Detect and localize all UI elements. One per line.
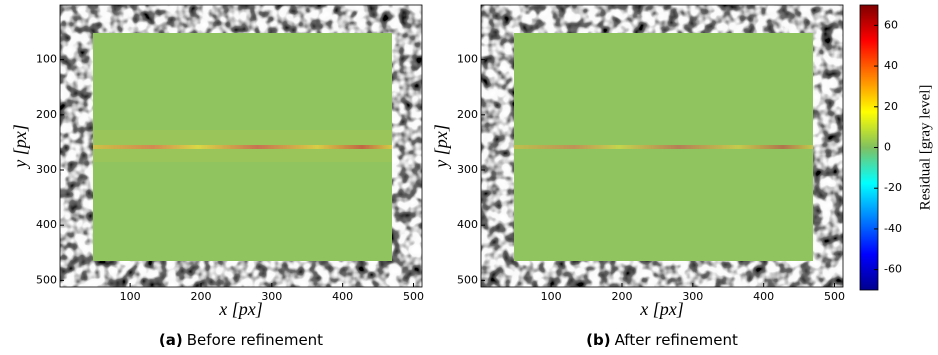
axes-frame bbox=[59, 4, 423, 288]
caption-text: Before refinement bbox=[187, 331, 323, 349]
residual-band bbox=[93, 145, 392, 149]
x-axis-label: x [px] bbox=[218, 299, 263, 319]
y-tick-label: 500 bbox=[457, 273, 478, 286]
y-tick-label: 400 bbox=[457, 218, 478, 231]
axes-frame bbox=[480, 4, 844, 288]
colorbar-tick-label: -20 bbox=[884, 181, 902, 194]
x-tick-label: 200 bbox=[190, 290, 211, 303]
x-tick-label: 400 bbox=[332, 290, 353, 303]
colorbar-tick-label: 40 bbox=[884, 59, 898, 72]
y-tick-label: 200 bbox=[457, 108, 478, 121]
x-axis-label: x [px] bbox=[639, 299, 684, 319]
colorbar-tick-label: 0 bbox=[884, 141, 891, 154]
y-axis-label: y [px] bbox=[431, 124, 451, 170]
y-tick-label: 300 bbox=[457, 163, 478, 176]
y-tick-label: 200 bbox=[36, 108, 57, 121]
caption-label: (a) bbox=[159, 331, 183, 349]
x-tick-label: 200 bbox=[611, 290, 632, 303]
colorbar-tick-label: -40 bbox=[884, 222, 902, 235]
y-tick-label: 300 bbox=[36, 163, 57, 176]
x-tick-label: 500 bbox=[403, 290, 424, 303]
y-tick-label: 100 bbox=[36, 53, 57, 66]
x-tick-label: 300 bbox=[261, 290, 282, 303]
y-tick-label: 400 bbox=[36, 218, 57, 231]
caption: (a) Before refinement bbox=[159, 331, 323, 349]
colorbar-label: Residual [gray level] bbox=[917, 85, 933, 211]
x-tick-label: 500 bbox=[824, 290, 845, 303]
residual-band bbox=[514, 145, 813, 149]
caption: (b) After refinement bbox=[586, 331, 738, 349]
caption-text: After refinement bbox=[615, 331, 738, 349]
y-axis-label: y [px] bbox=[10, 124, 30, 170]
y-tick-label: 100 bbox=[457, 53, 478, 66]
residual-ripple bbox=[93, 130, 392, 162]
caption-label: (b) bbox=[586, 331, 610, 349]
y-tick-label: 500 bbox=[36, 273, 57, 286]
colorbar-tick-label: 60 bbox=[884, 18, 898, 31]
x-tick-label: 400 bbox=[753, 290, 774, 303]
x-tick-label: 100 bbox=[120, 290, 141, 303]
colorbar-tick-label: 20 bbox=[884, 100, 898, 113]
x-tick-label: 100 bbox=[541, 290, 562, 303]
colorbar-tick-label: -60 bbox=[884, 263, 902, 276]
x-tick-label: 300 bbox=[682, 290, 703, 303]
